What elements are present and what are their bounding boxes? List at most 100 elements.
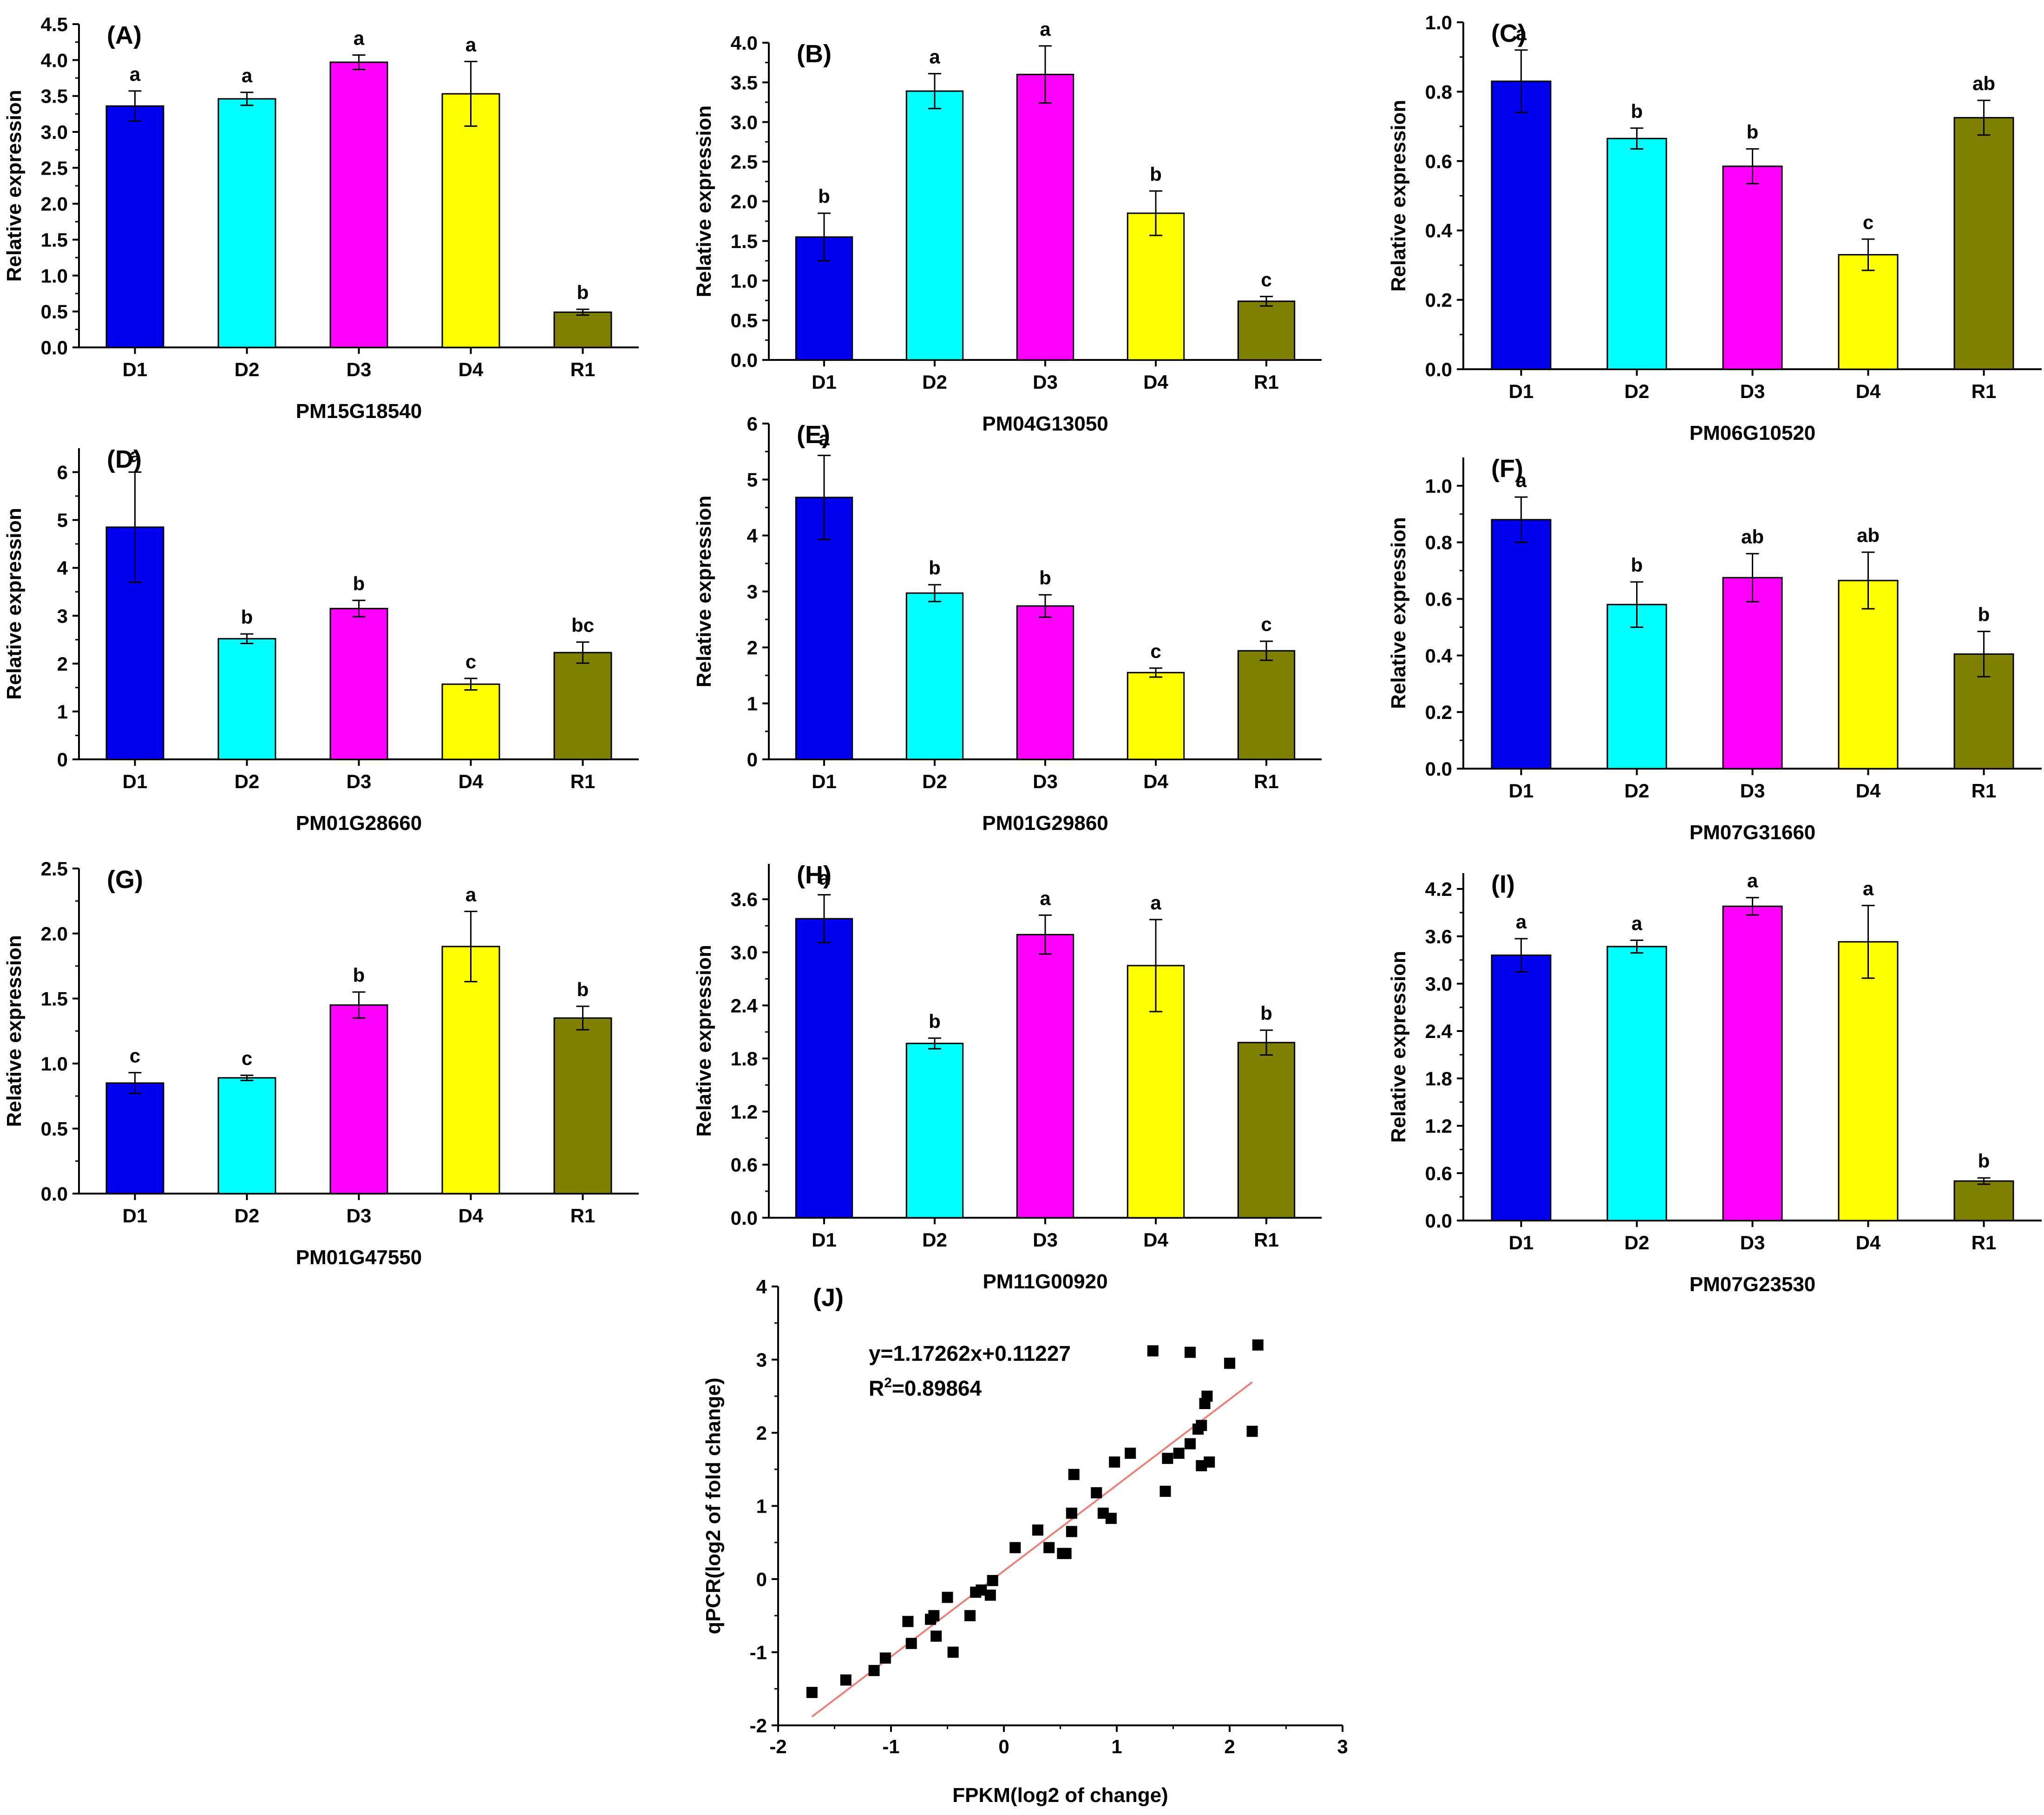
- y-tick-label: 3: [756, 1349, 767, 1371]
- y-tick-label: 5: [747, 469, 758, 491]
- y-tick-label: 2.0: [41, 923, 68, 945]
- significance-letter: b: [1260, 1002, 1272, 1024]
- data-point: [1105, 1513, 1117, 1524]
- y-tick-label: 0.5: [41, 1118, 68, 1140]
- y-tick-label: 3: [747, 581, 758, 603]
- significance-letter: a: [465, 33, 477, 55]
- y-tick-label: 0.0: [1425, 1210, 1452, 1232]
- x-tick-label: D3: [347, 359, 372, 380]
- gene-name: PM07G23530: [1690, 1273, 1816, 1296]
- data-point: [1201, 1391, 1213, 1402]
- panel-label: (H): [797, 861, 832, 889]
- y-tick-label: 1.5: [731, 230, 758, 252]
- data-point: [964, 1610, 976, 1621]
- y-tick-label: 2.5: [41, 157, 68, 179]
- significance-letter: b: [353, 573, 365, 594]
- bar-chart-panel-g: 0.0 0.5 1.0 1.5 2.0 2.5 c D1 c D2 b D3 a D4 b R1 (G) Rela…: [3, 858, 639, 1269]
- x-tick-label: -2: [769, 1736, 786, 1757]
- panel-label: (C): [1491, 20, 1526, 47]
- bar-d3: [329, 607, 388, 760]
- bar-d2: [217, 1077, 276, 1195]
- bar-r1: [553, 311, 612, 348]
- x-tick-label: D3: [347, 770, 372, 792]
- y-tick-label: 4: [747, 525, 758, 547]
- panel-label: (J): [813, 1284, 844, 1312]
- bar-d1: [1491, 80, 1552, 370]
- panel-label: (D): [107, 445, 142, 473]
- bar-r1: [1237, 650, 1296, 760]
- y-tick-label: 3.0: [731, 942, 758, 964]
- data-point: [902, 1616, 914, 1627]
- y-tick-label: 1.0: [731, 270, 758, 292]
- y-tick-label: 0.0: [731, 349, 758, 371]
- x-tick-label: D2: [922, 371, 947, 393]
- y-axis-title: Relative expression: [3, 935, 26, 1127]
- data-point: [1252, 1339, 1264, 1351]
- gene-name: PM11G00920: [983, 1270, 1107, 1293]
- bar-chart-panel-h: 0.0 0.6 1.2 1.8 2.4 3.0 3.6 a D1 b D2 a D3 a D4 b R1 (H) R…: [693, 861, 1322, 1293]
- data-point: [840, 1674, 852, 1686]
- bar-d4: [1127, 672, 1185, 760]
- significance-letter: a: [130, 444, 141, 466]
- x-tick-label: D1: [123, 770, 148, 792]
- bar-chart-panel-i: 0.0 0.6 1.2 1.8 2.4 3.0 3.6 4.2 a D1 a D2 a D3 a D4 b R1 (…: [1387, 870, 2042, 1296]
- data-point: [879, 1652, 891, 1664]
- significance-letter: a: [130, 63, 141, 85]
- significance-letter: b: [1631, 100, 1643, 122]
- data-point: [1184, 1438, 1196, 1449]
- bar-d1: [105, 105, 164, 348]
- bar-d4: [441, 93, 500, 348]
- y-tick-label: 0.5: [731, 310, 758, 332]
- bar-chart-panel-a: 0.0 0.5 1.0 1.5 2.0 2.5 3.0 3.5 4.0 4.5 a D1 a D2 a D3 a…: [3, 13, 639, 423]
- r-squared-prefix: R: [869, 1376, 884, 1400]
- y-tick-label: 1: [57, 701, 68, 723]
- y-tick-label: 1.5: [41, 988, 68, 1010]
- bar-chart-panel-b: 0.0 0.5 1.0 1.5 2.0 2.5 3.0 3.5 4.0 b D1 a D2 a D3 b D4 c…: [693, 18, 1322, 435]
- y-tick-label: 0.8: [1425, 532, 1452, 554]
- x-tick-label: D4: [459, 1205, 484, 1227]
- x-tick-label: D4: [1856, 780, 1881, 802]
- bar-d2: [1606, 604, 1667, 770]
- significance-letter: ab: [1741, 526, 1764, 548]
- data-point: [1173, 1448, 1185, 1459]
- x-tick-label: D2: [235, 359, 260, 380]
- y-tick-label: 3.6: [1425, 926, 1452, 947]
- y-axis-title: Relative expression: [693, 945, 715, 1136]
- y-tick-label: 2: [756, 1422, 767, 1444]
- y-tick-label: 2: [57, 653, 68, 675]
- bar-d2: [905, 592, 964, 760]
- x-tick-label: R1: [570, 1205, 596, 1227]
- y-tick-label: 3.0: [1425, 973, 1452, 995]
- panel-label: (F): [1491, 455, 1523, 483]
- bar-r1: [1237, 1042, 1296, 1219]
- x-tick-label: D2: [235, 770, 260, 792]
- y-tick-label: 4.0: [41, 49, 68, 71]
- y-tick-label: 4: [57, 557, 68, 579]
- panel-label: (B): [797, 40, 832, 68]
- regression-equation: y=1.17262x+0.11227: [869, 1341, 1071, 1365]
- bar-d1: [105, 1082, 164, 1195]
- y-tick-label: 0.4: [1425, 645, 1453, 666]
- significance-letter: a: [1040, 887, 1051, 909]
- y-tick-label: 6: [57, 462, 68, 483]
- x-tick-label: R1: [1254, 1229, 1279, 1251]
- gene-name: PM01G29860: [982, 812, 1108, 835]
- significance-letter: c: [1261, 268, 1271, 290]
- y-tick-label: 0.8: [1425, 81, 1452, 103]
- gene-name: PM07G31660: [1690, 821, 1816, 844]
- x-tick-label: D3: [1033, 1229, 1058, 1251]
- y-axis-title: Relative expression: [1387, 517, 1410, 709]
- y-tick-label: 0.0: [1425, 359, 1452, 380]
- bar-d3: [329, 61, 388, 348]
- data-point: [1066, 1508, 1077, 1519]
- data-point: [942, 1592, 953, 1603]
- y-tick-label: 0: [747, 749, 758, 770]
- data-point: [806, 1687, 818, 1698]
- x-tick-label: 3: [1337, 1736, 1348, 1757]
- x-tick-label: R1: [570, 359, 596, 380]
- bar-d1: [1491, 954, 1552, 1221]
- gene-name: PM01G28660: [296, 812, 422, 835]
- significance-letter: c: [242, 1047, 252, 1069]
- y-tick-label: 1: [747, 693, 758, 715]
